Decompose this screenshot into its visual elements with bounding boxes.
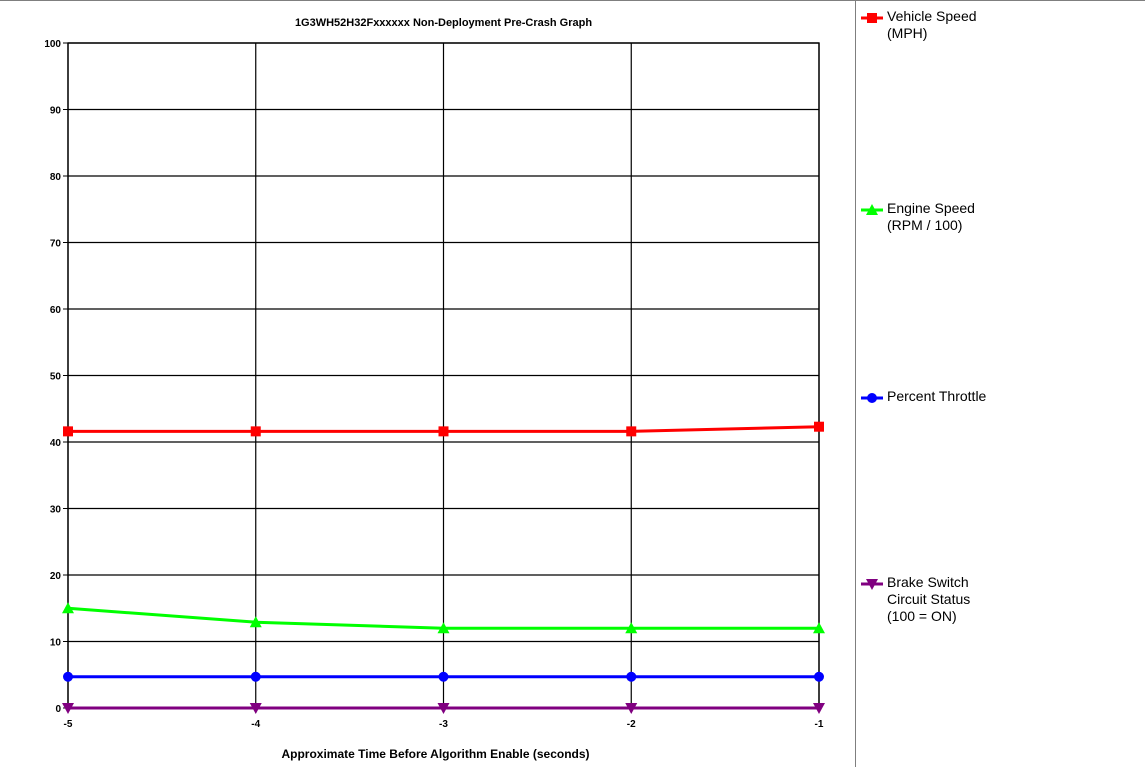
data-point-marker: [437, 703, 450, 714]
legend-swatch: [861, 204, 883, 215]
legend-label: Vehicle Speed (MPH): [887, 8, 977, 42]
data-point-marker: [438, 671, 449, 682]
legend-label-line: (RPM / 100): [887, 217, 963, 233]
chart-legend: Vehicle Speed (MPH) Engine Speed (RPM / 100…: [860, 0, 1140, 767]
data-point-marker: [814, 421, 824, 432]
y-tick-label: 0: [55, 704, 61, 715]
data-point-marker: [437, 622, 450, 634]
data-point-marker: [249, 616, 262, 628]
data-point-marker: [250, 671, 261, 682]
y-tick-label: 70: [50, 239, 62, 250]
data-point-marker: [813, 622, 825, 634]
x-tick-label: -5: [64, 719, 73, 730]
y-tick-label: 20: [50, 571, 62, 582]
legend-label: Brake Switch Circuit Status (100 = ON): [887, 574, 970, 625]
data-point-marker: [249, 703, 262, 714]
y-tick-label: 50: [50, 372, 62, 383]
pre-crash-line-chart: 1G3WH52H32Fxxxxxx Non-Deployment Pre-Cra…: [44, 17, 825, 761]
legend-swatch: [861, 13, 883, 23]
x-tick-label: -1: [815, 719, 824, 730]
legend-entry: Percent Throttle: [860, 388, 986, 406]
legend-swatch: [861, 579, 883, 590]
data-point-marker: [62, 703, 74, 714]
legend-entry: Brake Switch Circuit Status (100 = ON): [860, 574, 970, 625]
x-tick-label: -2: [627, 719, 636, 730]
data-point-marker: [63, 426, 73, 437]
legend-swatch-marker: [867, 393, 877, 403]
y-tick-label: 30: [50, 505, 62, 516]
legend-label-line: (MPH): [887, 25, 928, 41]
data-point-marker: [62, 602, 74, 614]
x-tick-label: -4: [251, 719, 260, 730]
x-tick-label: -3: [439, 719, 448, 730]
legend-swatch-marker: [866, 579, 878, 590]
legend-label: Engine Speed (RPM / 100): [887, 200, 975, 234]
legend-label: Percent Throttle: [887, 388, 986, 405]
chart-title: 1G3WH52H32Fxxxxxx Non-Deployment Pre-Cra…: [295, 17, 592, 29]
legend-label-line: Brake Switch: [887, 574, 969, 590]
legend-swatch: [861, 393, 883, 403]
y-tick-label: 100: [44, 39, 61, 50]
legend-label-line: Percent Throttle: [887, 388, 987, 404]
legend-divider-line: [855, 0, 856, 767]
data-point-marker: [625, 622, 638, 634]
data-point-marker: [626, 426, 637, 437]
y-tick-label: 10: [50, 638, 62, 649]
legend-swatch-marker: [867, 13, 877, 23]
data-point-marker: [438, 426, 449, 437]
legend-label-line: Vehicle Speed: [887, 8, 977, 24]
y-tick-label: 60: [50, 305, 62, 316]
legend-entry: Vehicle Speed (MPH): [860, 8, 977, 42]
data-point-marker: [63, 671, 73, 682]
data-point-marker: [814, 671, 824, 682]
legend-entry: Engine Speed (RPM / 100): [860, 200, 975, 234]
legend-label-line: Engine Speed: [887, 200, 975, 216]
data-point-marker: [625, 703, 638, 714]
legend-swatch-marker: [866, 204, 878, 215]
data-point-marker: [250, 426, 261, 437]
data-point-marker: [813, 703, 825, 714]
legend-label-line: (100 = ON): [887, 608, 957, 624]
y-tick-label: 40: [50, 438, 62, 449]
x-axis-title: Approximate Time Before Algorithm Enable…: [281, 747, 589, 761]
data-point-marker: [626, 671, 637, 682]
top-border-line: [0, 0, 1145, 1]
y-tick-label: 80: [50, 172, 62, 183]
legend-label-line: Circuit Status: [887, 591, 971, 607]
y-tick-label: 90: [50, 106, 62, 117]
